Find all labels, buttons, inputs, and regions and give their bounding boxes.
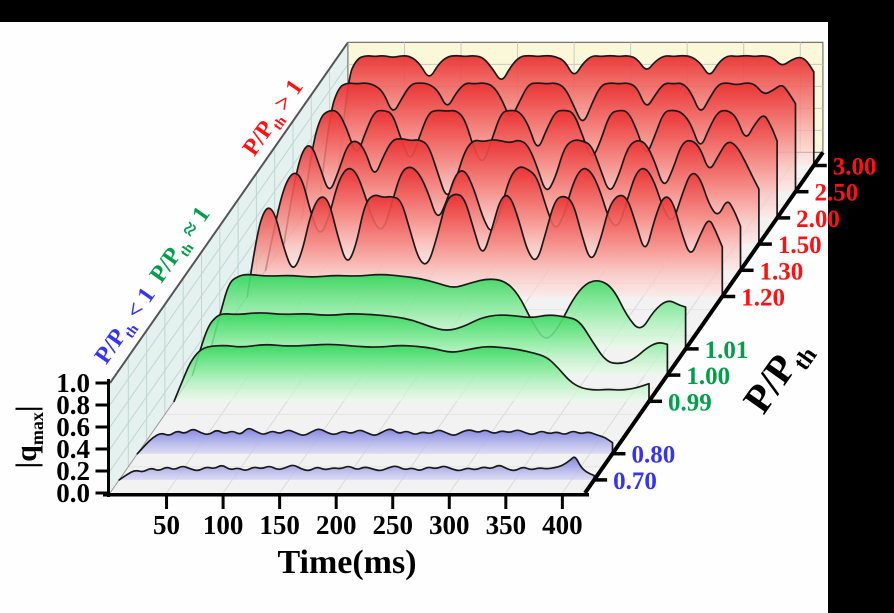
- series-outline: [209, 273, 687, 350]
- x-tick-label: 300: [429, 510, 470, 540]
- series-outline: [191, 312, 669, 376]
- series-outline: [246, 193, 724, 298]
- z-tick-label: 1.0: [56, 368, 90, 398]
- x-tick-label: 350: [486, 510, 527, 540]
- side-wall-grid-line: [109, 64, 349, 406]
- depth-tick-label: 2.00: [796, 206, 840, 233]
- y-axis-title: |qmax|: [10, 405, 47, 469]
- x-tick-label: 200: [316, 510, 357, 540]
- z-tick-label: 0.4: [56, 434, 90, 464]
- x-axis-title: Time(ms): [277, 544, 417, 581]
- z-tick-label: 0.8: [56, 390, 90, 420]
- x-tick-label: 150: [259, 510, 300, 540]
- series-fill: [119, 457, 595, 480]
- x-tick-label: 250: [372, 510, 413, 540]
- series-fill: [247, 194, 723, 297]
- z-tick-label: 0.2: [56, 456, 90, 486]
- series-outline: [337, 54, 815, 167]
- x-tick-label: 50: [153, 510, 180, 540]
- depth-tick-label: 1.01: [705, 337, 749, 364]
- depth-tick-label: 1.00: [686, 363, 730, 390]
- x-tick-label: 100: [203, 510, 244, 540]
- side-wall-grid-line: [109, 86, 349, 428]
- series-0.70: [118, 456, 595, 481]
- series-0.99: [173, 343, 650, 403]
- series-outline: [118, 456, 595, 481]
- depth-axis-line: [583, 151, 825, 495]
- series-outline: [319, 82, 797, 193]
- y-axis-title-sub: max: [27, 412, 47, 446]
- series-1.20: [246, 193, 724, 298]
- depth-tick-label: 1.30: [760, 258, 804, 285]
- series-outline: [283, 138, 760, 245]
- y-axis-title-text: |q: [10, 445, 43, 469]
- series-outline: [301, 109, 778, 219]
- depth-tick-label: 2.50: [814, 180, 858, 207]
- series-outline: [136, 427, 614, 455]
- y-axis-title-bar: |: [10, 405, 43, 413]
- series-fill: [174, 344, 649, 402]
- depth-tick-label: 1.50: [778, 232, 822, 259]
- side-wall: [110, 42, 348, 494]
- z-tick-label: 0.6: [56, 412, 90, 442]
- depth-tick-label: 0.80: [631, 442, 675, 469]
- depth-tick-label: 3.00: [833, 154, 877, 181]
- depth-tick-label: 0.99: [668, 389, 712, 416]
- side-wall-top-edge: [109, 41, 349, 384]
- x-tick-label: 400: [542, 510, 583, 540]
- series-fill: [137, 428, 613, 454]
- depth-tick-label: 1.20: [741, 285, 785, 312]
- series-outline: [173, 343, 650, 403]
- depth-tick-label: 0.70: [613, 468, 657, 495]
- series-0.80: [136, 427, 614, 455]
- z-tick-label: 0.0: [56, 478, 90, 508]
